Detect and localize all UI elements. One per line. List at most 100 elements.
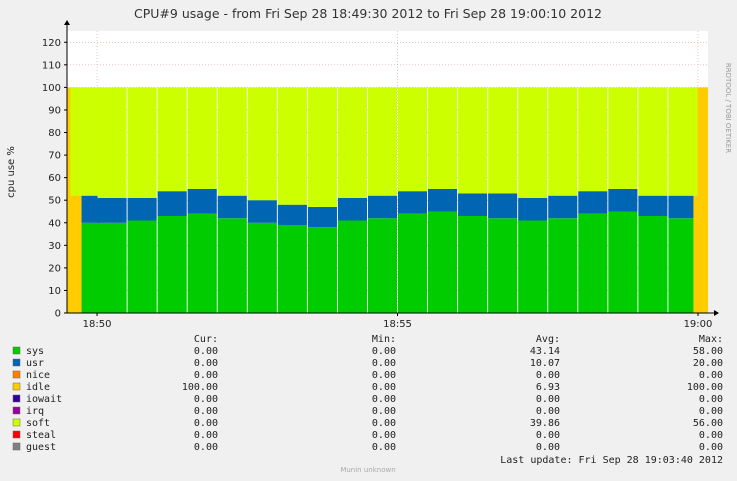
area-usr bbox=[668, 195, 698, 219]
legend-value: 0.00 bbox=[536, 430, 560, 441]
area-soft bbox=[217, 87, 247, 196]
legend-value: 0.00 bbox=[372, 382, 396, 393]
area-sys bbox=[367, 218, 398, 313]
area-sys bbox=[578, 213, 608, 313]
footer-label: Munin unknown bbox=[340, 466, 395, 474]
area-sys bbox=[397, 213, 428, 313]
area-usr bbox=[488, 193, 518, 219]
area-usr bbox=[247, 200, 277, 223]
legend-value: 10.07 bbox=[530, 358, 560, 369]
legend-value: 0.00 bbox=[536, 370, 560, 381]
legend-value: 0.00 bbox=[372, 418, 396, 429]
area-sys bbox=[488, 218, 518, 313]
area-usr bbox=[337, 197, 368, 221]
legend-name: iowait bbox=[26, 394, 62, 405]
rrdtool-credit: RRDTOOL / TOBI OETIKER bbox=[724, 63, 732, 153]
legend-value: 0.00 bbox=[699, 370, 723, 381]
y-tick-label: 110 bbox=[42, 60, 61, 71]
legend-value: 0.00 bbox=[372, 430, 396, 441]
area-usr bbox=[127, 197, 157, 221]
legend-name: usr bbox=[26, 358, 44, 369]
legend-value: 0.00 bbox=[372, 406, 396, 417]
area-sys bbox=[337, 220, 368, 313]
area-soft bbox=[157, 87, 187, 192]
area-sys bbox=[518, 220, 548, 313]
legend-value: 0.00 bbox=[536, 394, 560, 405]
area-soft bbox=[668, 87, 698, 196]
area-sys bbox=[668, 218, 698, 313]
area-sys bbox=[458, 215, 488, 313]
area-soft bbox=[548, 87, 578, 196]
legend-name: steal bbox=[26, 430, 56, 441]
area-soft bbox=[127, 87, 157, 198]
legend-value: 0.00 bbox=[699, 430, 723, 441]
legend-swatch-iowait bbox=[12, 394, 21, 403]
area-soft bbox=[578, 87, 608, 192]
y-tick-label: 80 bbox=[48, 128, 61, 139]
y-axis-arrow bbox=[64, 20, 70, 25]
x-tick-labels: 18:50 18:55 19:00 bbox=[83, 313, 713, 330]
y-tick-label: 100 bbox=[42, 83, 61, 94]
area-soft bbox=[428, 87, 458, 189]
area-soft bbox=[608, 87, 638, 189]
legend-swatch-sys bbox=[12, 346, 21, 355]
area-sys bbox=[277, 225, 307, 313]
x-tick-label: 19:00 bbox=[684, 319, 713, 330]
y-tick-label: 60 bbox=[48, 173, 61, 184]
legend-value: 39.86 bbox=[530, 418, 560, 429]
stacked-areas bbox=[67, 87, 708, 314]
area-usr bbox=[608, 188, 638, 212]
area-usr bbox=[97, 197, 127, 223]
legend-header: Min: bbox=[372, 334, 396, 345]
area-soft bbox=[518, 87, 548, 198]
legend-value: 0.00 bbox=[372, 346, 396, 357]
x-tick-label: 18:50 bbox=[83, 319, 112, 330]
y-tick-label: 120 bbox=[42, 38, 61, 49]
legend-value: 0.00 bbox=[699, 394, 723, 405]
area-usr bbox=[458, 193, 488, 216]
area-usr bbox=[277, 204, 307, 226]
y-tick-label: 0 bbox=[55, 309, 61, 320]
legend-value: 0.00 bbox=[194, 442, 218, 453]
area-sys bbox=[247, 222, 277, 313]
area-soft bbox=[247, 87, 277, 201]
legend-value: 0.00 bbox=[194, 418, 218, 429]
legend-value: 0.00 bbox=[194, 358, 218, 369]
area-soft bbox=[70, 87, 100, 196]
area-sys bbox=[548, 218, 578, 313]
legend-header: Avg: bbox=[536, 334, 560, 345]
area-soft bbox=[367, 87, 398, 196]
last-update: Last update: Fri Sep 28 19:03:40 2012 bbox=[500, 455, 723, 466]
legend-name: soft bbox=[26, 418, 50, 429]
area-sys bbox=[157, 215, 187, 313]
legend-value: 6.93 bbox=[536, 382, 560, 393]
legend-name: sys bbox=[26, 346, 44, 357]
legend-value: 0.00 bbox=[536, 406, 560, 417]
area-soft bbox=[488, 87, 518, 194]
area-usr bbox=[638, 195, 668, 216]
area-sys bbox=[187, 213, 217, 313]
legend-swatch-steal bbox=[12, 430, 21, 439]
legend-value: 0.00 bbox=[194, 430, 218, 441]
legend-value: 0.00 bbox=[194, 406, 218, 417]
legend-value: 58.00 bbox=[693, 346, 723, 357]
area-sys bbox=[608, 211, 638, 313]
area-usr bbox=[307, 206, 337, 228]
legend-value: 0.00 bbox=[194, 394, 218, 405]
area-soft bbox=[187, 87, 217, 189]
y-tick-label: 70 bbox=[48, 151, 61, 162]
y-tick-label: 20 bbox=[48, 263, 61, 274]
area-soft bbox=[638, 87, 668, 196]
area-usr bbox=[578, 191, 608, 214]
area-usr bbox=[187, 188, 217, 214]
y-tick-label: 50 bbox=[48, 196, 61, 207]
legend-name: guest bbox=[26, 442, 56, 453]
legend-swatch-idle bbox=[12, 382, 21, 391]
area-usr bbox=[157, 191, 187, 216]
legend-swatch-irq bbox=[12, 406, 21, 415]
legend-value: 0.00 bbox=[194, 346, 218, 357]
legend-value: 100.00 bbox=[182, 382, 218, 393]
y-tick-label: 90 bbox=[48, 105, 61, 116]
chart-title: CPU#9 usage - from Fri Sep 28 18:49:30 2… bbox=[134, 6, 602, 21]
